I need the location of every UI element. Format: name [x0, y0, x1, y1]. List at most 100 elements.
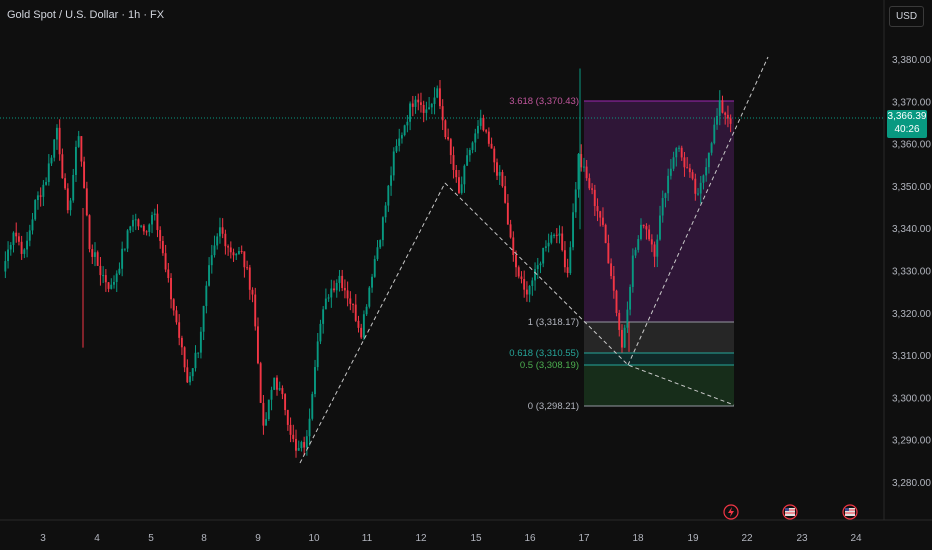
- time-tick-label: 15: [470, 533, 482, 544]
- candle-body: [729, 118, 732, 124]
- time-tick-label: 23: [796, 533, 808, 544]
- us-flag-icon[interactable]: [842, 504, 858, 520]
- candle-body: [349, 298, 352, 304]
- candle-body: [251, 289, 254, 295]
- time-tick-label: 8: [201, 533, 207, 544]
- price-tick-label: 3,380.00: [892, 55, 931, 66]
- candle-body: [477, 125, 479, 134]
- candle-body: [335, 282, 338, 291]
- candle-body: [148, 224, 151, 233]
- candle-body: [186, 367, 189, 383]
- candle-body: [664, 193, 667, 199]
- candle-body: [278, 388, 281, 390]
- candle-body: [248, 267, 251, 290]
- us-flag-icon[interactable]: [782, 504, 798, 520]
- candle-body: [61, 154, 64, 179]
- candle-body: [237, 251, 240, 254]
- candle-body: [610, 263, 613, 277]
- candle-body: [444, 120, 447, 138]
- time-tick-label: 11: [362, 533, 373, 544]
- candle-body: [123, 248, 126, 250]
- price-tick-label: 3,370.00: [892, 97, 931, 108]
- candle-body: [216, 236, 219, 246]
- candle-body: [436, 88, 439, 98]
- candle-body: [463, 165, 466, 185]
- time-tick-label: 9: [255, 533, 261, 544]
- candle-body: [607, 243, 610, 264]
- time-tick-label: 24: [850, 533, 862, 544]
- candle-body: [468, 149, 471, 156]
- candle-body: [221, 227, 224, 234]
- candle-body: [58, 127, 61, 155]
- candle-body: [297, 448, 300, 451]
- fib-zone-05-0: [584, 365, 734, 406]
- candle-body: [53, 139, 56, 158]
- candle-body: [15, 232, 18, 237]
- candle-body: [227, 246, 230, 248]
- candle-body: [430, 103, 433, 108]
- candle-body: [164, 253, 167, 270]
- candle-body: [292, 434, 295, 439]
- candle-body: [371, 276, 373, 288]
- time-tick-label: 16: [524, 533, 536, 544]
- candle-body: [381, 217, 384, 241]
- candle-body: [599, 211, 602, 218]
- candle-body: [39, 195, 42, 197]
- candle-body: [316, 341, 319, 368]
- candle-body: [675, 148, 678, 158]
- candle-body: [376, 247, 379, 260]
- candle-body: [504, 186, 507, 203]
- candle-body: [311, 394, 314, 419]
- time-axis[interactable]: 3 4 5 8 9 10 11 12 15 16 17 18 19 22 23 24: [40, 533, 862, 544]
- candle-body: [213, 245, 216, 256]
- candle-body: [406, 121, 409, 126]
- candle-body: [563, 250, 566, 268]
- candle-body: [7, 249, 9, 262]
- candle-body: [384, 205, 387, 218]
- candle-body: [596, 206, 599, 212]
- time-tick-label: 22: [741, 533, 753, 544]
- bar-countdown: 40:26: [894, 124, 920, 135]
- candle-body: [501, 172, 504, 187]
- time-tick-label: 19: [687, 533, 699, 544]
- candle-body: [276, 377, 278, 390]
- time-tick-label: 18: [632, 533, 644, 544]
- candle-body: [324, 298, 327, 310]
- candle-body: [659, 215, 661, 240]
- candle-body: [161, 240, 164, 254]
- lightning-icon[interactable]: [723, 504, 739, 520]
- price-axis[interactable]: 3,280.00 3,290.00 3,300.00 3,310.00 3,320.00…: [892, 55, 931, 489]
- candle-body: [604, 224, 607, 244]
- time-tick-label: 5: [148, 533, 154, 544]
- candle-body: [218, 227, 221, 237]
- candle-body: [202, 305, 205, 332]
- candle-body: [77, 136, 80, 147]
- symbol-title[interactable]: Gold Spot / U.S. Dollar · 1h · FX: [7, 9, 165, 21]
- candle-body: [267, 399, 270, 420]
- candle-body: [153, 213, 156, 216]
- fib-zone-0618-05: [584, 353, 734, 365]
- candle-body: [694, 178, 697, 194]
- candle-body: [129, 226, 132, 231]
- candle-body: [466, 155, 469, 166]
- candle-body: [175, 310, 178, 323]
- currency-button[interactable]: USD: [889, 6, 924, 27]
- candle-body: [414, 99, 417, 107]
- trendline-rally: [299, 182, 446, 464]
- candle-body: [572, 212, 574, 248]
- candle-body: [265, 419, 268, 426]
- candle-body: [126, 230, 129, 249]
- candle-body: [539, 263, 542, 266]
- candle-body: [620, 329, 623, 348]
- candle-body: [601, 217, 604, 225]
- price-tick-label: 3,340.00: [892, 224, 931, 235]
- candle-body: [498, 172, 501, 176]
- candle-body: [300, 442, 303, 449]
- candle-body: [273, 377, 276, 390]
- candle-body: [650, 239, 653, 245]
- candle-body: [702, 175, 705, 183]
- price-tick-label: 3,350.00: [892, 182, 931, 193]
- candle-body: [718, 100, 721, 116]
- candle-body: [365, 306, 368, 315]
